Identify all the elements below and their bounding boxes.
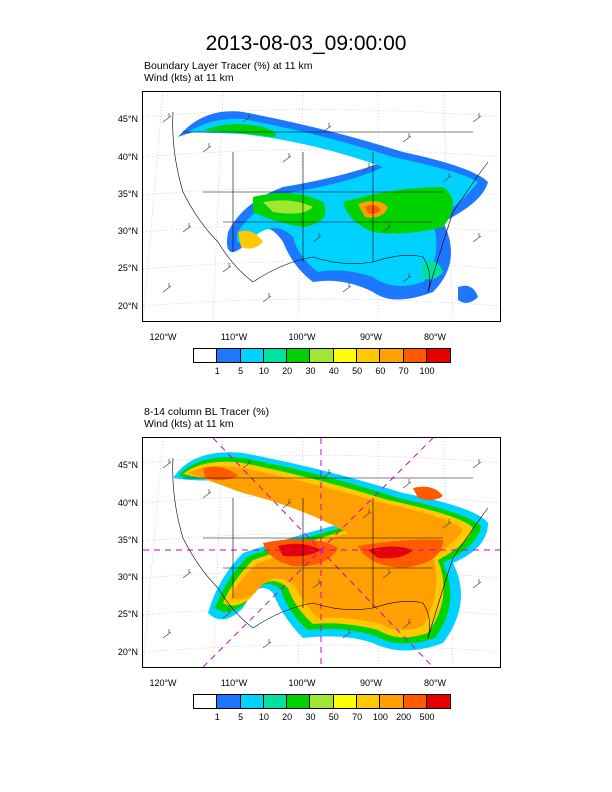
colorbar-label: 70: [352, 712, 363, 722]
colorbar-box: [403, 695, 427, 708]
panel1-title: Boundary Layer Tracer (%) at 11 km Wind …: [144, 60, 312, 84]
panel1-map-svg: [143, 92, 500, 321]
panel2-lon-label: 100°W: [288, 678, 316, 688]
main-title: 2013-08-03_09:00:00: [205, 32, 407, 55]
colorbar-label: 30: [305, 366, 316, 376]
panel1-title-line2: Wind (kts) at 11 km: [144, 72, 234, 84]
panel2-wind-barbs: [162, 459, 482, 649]
colorbar-box: [263, 349, 288, 362]
colorbar-box: [263, 695, 288, 708]
panel2-title-line2: Wind (kts) at 11 km: [144, 418, 234, 430]
panel2-title: 8-14 column BL Tracer (%) Wind (kts) at …: [144, 406, 269, 430]
colorbar-label: 1: [214, 712, 220, 722]
colorbar-label: 200: [396, 712, 412, 722]
panel1-boundaries: [172, 111, 489, 293]
colorbar-label: 500: [419, 712, 435, 722]
panel2-title-line1: 8-14 column BL Tracer (%): [144, 406, 270, 418]
panel1-lon-label: 110°W: [220, 332, 248, 342]
panel1-map: [142, 91, 501, 322]
panel1-tracer-field: [178, 111, 488, 303]
colorbar-label: 40: [328, 366, 339, 376]
panel2-lat-label: 35°N: [117, 535, 138, 545]
colorbar-box: [333, 695, 358, 708]
colorbar-label: 100: [372, 712, 388, 722]
panel2-dashed-lines: [143, 438, 500, 667]
panel1-lon-label: 100°W: [288, 332, 316, 342]
panel2-map-svg: [143, 438, 500, 667]
panel1-lon-label: 90°W: [359, 332, 383, 342]
colorbar-label: 20: [282, 712, 293, 722]
panel1-lat-label: 40°N: [117, 152, 138, 162]
panel2-lat-label: 40°N: [117, 498, 138, 508]
colorbar-box: [217, 349, 241, 362]
panel1-lat-label: 35°N: [117, 189, 138, 199]
colorbar-box: [357, 695, 381, 708]
colorbar-box: [194, 695, 218, 708]
panel2-map: [142, 437, 501, 668]
colorbar-box: [426, 349, 451, 362]
panel2-lon-label: 110°W: [220, 678, 248, 688]
panel2-lat-label: 45°N: [117, 460, 138, 470]
panel2-lon-label: 90°W: [359, 678, 383, 688]
colorbar-label: 30: [305, 712, 316, 722]
panel1-lon-label: 80°W: [423, 332, 447, 342]
panel2-lon-label: 120°W: [149, 678, 177, 688]
panel1-lon-label: 120°W: [149, 332, 177, 342]
panel1-colorbar: [193, 348, 452, 363]
panel2-colorbar: [193, 694, 452, 709]
colorbar-box: [380, 349, 404, 362]
panel1-lat-label: 20°N: [117, 301, 138, 311]
colorbar-box: [357, 349, 381, 362]
colorbar-box: [403, 349, 427, 362]
panel2-lat-label: 25°N: [117, 609, 138, 619]
panel1-lat-label: 25°N: [117, 263, 138, 273]
colorbar-label: 1: [214, 366, 220, 376]
colorbar-box: [287, 349, 311, 362]
colorbar-box: [426, 695, 451, 708]
colorbar-label: 5: [238, 366, 244, 376]
colorbar-box: [240, 695, 264, 708]
colorbar-label: 5: [238, 712, 244, 722]
colorbar-box: [194, 349, 218, 362]
panel2-boundaries: [172, 457, 489, 639]
colorbar-label: 50: [352, 366, 363, 376]
colorbar-label: 100: [419, 366, 435, 376]
colorbar-box: [240, 349, 264, 362]
colorbar-label: 20: [282, 366, 293, 376]
panel2-lat-label: 30°N: [117, 572, 138, 582]
colorbar-label: 70: [398, 366, 409, 376]
colorbar-box: [217, 695, 241, 708]
colorbar-label: 10: [258, 366, 269, 376]
panel1-lat-label: 30°N: [117, 226, 138, 236]
panel1-title-line1: Boundary Layer Tracer (%) at 11 km: [144, 60, 313, 72]
colorbar-label: 10: [258, 712, 269, 722]
colorbar-box: [310, 349, 334, 362]
panel2-lon-label: 80°W: [423, 678, 447, 688]
colorbar-label: 60: [375, 366, 386, 376]
panel2-lat-label: 20°N: [117, 647, 138, 657]
colorbar-box: [380, 695, 404, 708]
colorbar-box: [287, 695, 311, 708]
colorbar-box: [333, 349, 358, 362]
panel1-lat-label: 45°N: [117, 114, 138, 124]
panel2-tracer-field: [173, 452, 488, 651]
panel1-wind-barbs: [162, 113, 482, 303]
colorbar-box: [310, 695, 334, 708]
colorbar-label: 50: [328, 712, 339, 722]
